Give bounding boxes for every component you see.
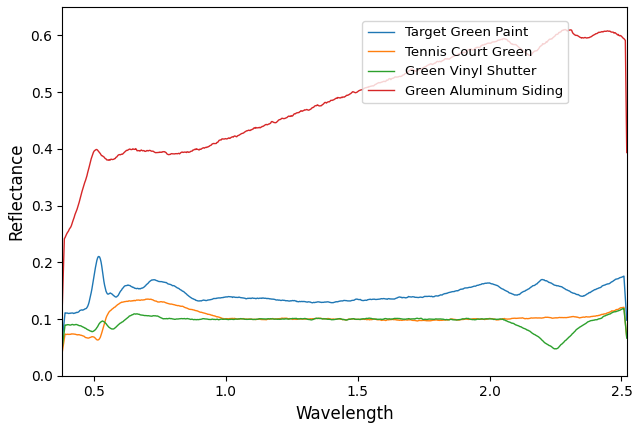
Target Green Paint: [387, 296, 395, 301]
Green Vinyl Shutter: [58, 345, 66, 350]
Target Green Paint: [58, 338, 66, 343]
Target Green Paint: [419, 295, 426, 300]
Green Vinyl Shutter: [486, 316, 494, 322]
Tennis Court Green: [487, 316, 495, 321]
Green Aluminum Siding: [386, 76, 394, 81]
Tennis Court Green: [387, 317, 395, 322]
Legend: Target Green Paint, Tennis Court Green, Green Vinyl Shutter, Green Aluminum Sidi: Target Green Paint, Tennis Court Green, …: [362, 21, 568, 103]
Line: Green Aluminum Siding: Green Aluminum Siding: [62, 30, 627, 308]
Target Green Paint: [93, 258, 100, 263]
Tennis Court Green: [545, 315, 553, 320]
Green Aluminum Siding: [93, 147, 100, 152]
Green Aluminum Siding: [486, 41, 494, 46]
Target Green Paint: [545, 280, 553, 285]
Line: Tennis Court Green: Tennis Court Green: [62, 299, 627, 353]
Green Aluminum Siding: [561, 27, 569, 32]
Green Vinyl Shutter: [386, 316, 394, 322]
Target Green Paint: [487, 281, 495, 286]
Green Vinyl Shutter: [418, 316, 426, 321]
Green Vinyl Shutter: [552, 346, 560, 351]
Y-axis label: Reflectance: Reflectance: [7, 143, 25, 240]
Tennis Court Green: [402, 317, 410, 322]
Line: Green Vinyl Shutter: Green Vinyl Shutter: [62, 308, 627, 349]
Green Aluminum Siding: [545, 38, 552, 43]
Target Green Paint: [623, 318, 630, 323]
Green Vinyl Shutter: [620, 306, 628, 311]
Green Vinyl Shutter: [93, 325, 100, 330]
Tennis Court Green: [623, 335, 630, 340]
Target Green Paint: [95, 254, 103, 259]
Tennis Court Green: [93, 337, 100, 342]
Green Aluminum Siding: [401, 71, 409, 76]
Green Aluminum Siding: [623, 150, 630, 155]
Green Aluminum Siding: [418, 66, 426, 71]
Green Vinyl Shutter: [545, 342, 552, 347]
Tennis Court Green: [144, 296, 152, 301]
X-axis label: Wavelength: Wavelength: [295, 405, 394, 423]
Line: Target Green Paint: Target Green Paint: [62, 257, 627, 340]
Green Aluminum Siding: [58, 306, 66, 311]
Target Green Paint: [402, 295, 410, 301]
Tennis Court Green: [419, 318, 426, 323]
Tennis Court Green: [58, 350, 66, 355]
Green Vinyl Shutter: [623, 335, 630, 341]
Green Vinyl Shutter: [401, 317, 409, 322]
